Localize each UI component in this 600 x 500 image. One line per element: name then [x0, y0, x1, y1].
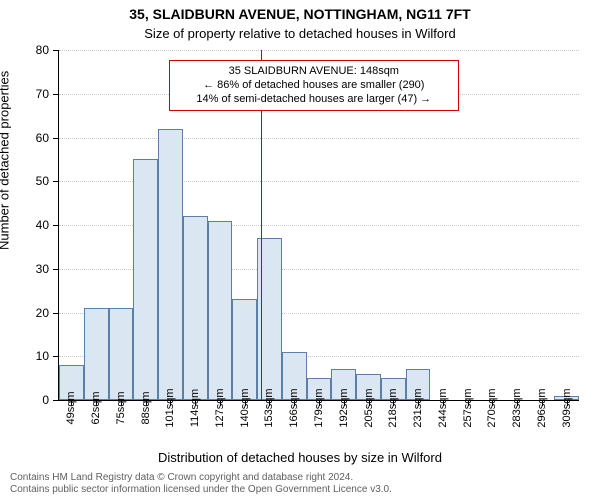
y-tick-label: 80	[36, 43, 49, 57]
y-tick-label: 0	[42, 393, 49, 407]
x-tick-label: 231sqm	[412, 388, 424, 427]
plot-area: 0102030405060708049sqm62sqm75sqm88sqm101…	[58, 50, 579, 401]
x-tick-label: 179sqm	[313, 388, 325, 427]
footer-line-1: Contains HM Land Registry data © Crown c…	[10, 472, 590, 484]
y-tick	[53, 50, 59, 51]
annotation-line-1: 35 SLAIDBURN AVENUE: 148sqm	[178, 65, 450, 79]
annotation-line-3: 14% of semi-detached houses are larger (…	[178, 93, 450, 107]
x-tick-label: 153sqm	[263, 388, 275, 427]
y-tick	[53, 225, 59, 226]
y-tick-label: 70	[36, 87, 49, 101]
x-tick-label: 166sqm	[288, 388, 300, 427]
histogram-bar	[133, 159, 158, 400]
y-axis-label: Number of detached properties	[0, 71, 12, 250]
x-tick-label: 62sqm	[90, 391, 102, 424]
x-tick-label: 296sqm	[536, 388, 548, 427]
x-tick-label: 270sqm	[486, 388, 498, 427]
annotation-line-2: ← 86% of detached houses are smaller (29…	[178, 79, 450, 93]
x-tick-label: 192sqm	[338, 388, 350, 427]
y-tick-label: 10	[36, 349, 49, 363]
gridline	[59, 50, 579, 51]
y-tick	[53, 400, 59, 401]
x-tick-label: 244sqm	[437, 388, 449, 427]
y-tick-label: 40	[36, 218, 49, 232]
histogram-bar	[84, 308, 109, 400]
y-tick	[53, 356, 59, 357]
x-tick-label: 101sqm	[164, 388, 176, 427]
histogram-bar	[109, 308, 134, 400]
gridline	[59, 138, 579, 139]
x-tick-label: 49sqm	[65, 391, 77, 424]
x-tick-label: 283sqm	[511, 388, 523, 427]
y-tick-label: 30	[36, 262, 49, 276]
y-tick	[53, 181, 59, 182]
histogram-bar	[208, 221, 233, 400]
histogram-bar	[158, 129, 183, 400]
x-tick-label: 127sqm	[214, 388, 226, 427]
histogram-bar	[183, 216, 208, 400]
x-tick-label: 114sqm	[189, 389, 201, 427]
footer-line-2: Contains public sector information licen…	[10, 484, 590, 496]
chart-subtitle: Size of property relative to detached ho…	[0, 26, 600, 41]
x-tick-label: 88sqm	[140, 391, 152, 424]
x-tick-label: 140sqm	[239, 388, 251, 427]
y-tick	[53, 138, 59, 139]
y-tick-label: 60	[36, 131, 49, 145]
footer-attribution: Contains HM Land Registry data © Crown c…	[10, 472, 590, 496]
y-tick	[53, 269, 59, 270]
y-tick	[53, 94, 59, 95]
x-tick-label: 205sqm	[363, 388, 375, 427]
x-tick-label: 257sqm	[462, 388, 474, 427]
x-tick-label: 309sqm	[561, 388, 573, 427]
y-tick-label: 50	[36, 174, 49, 188]
chart-title: 35, SLAIDBURN AVENUE, NOTTINGHAM, NG11 7…	[0, 6, 600, 22]
x-tick-label: 218sqm	[387, 388, 399, 427]
y-tick	[53, 313, 59, 314]
annotation-box: 35 SLAIDBURN AVENUE: 148sqm← 86% of deta…	[169, 60, 459, 111]
y-tick-label: 20	[36, 306, 49, 320]
x-tick-label: 75sqm	[115, 391, 127, 424]
histogram-bar	[232, 299, 257, 400]
x-axis-label: Distribution of detached houses by size …	[0, 450, 600, 465]
